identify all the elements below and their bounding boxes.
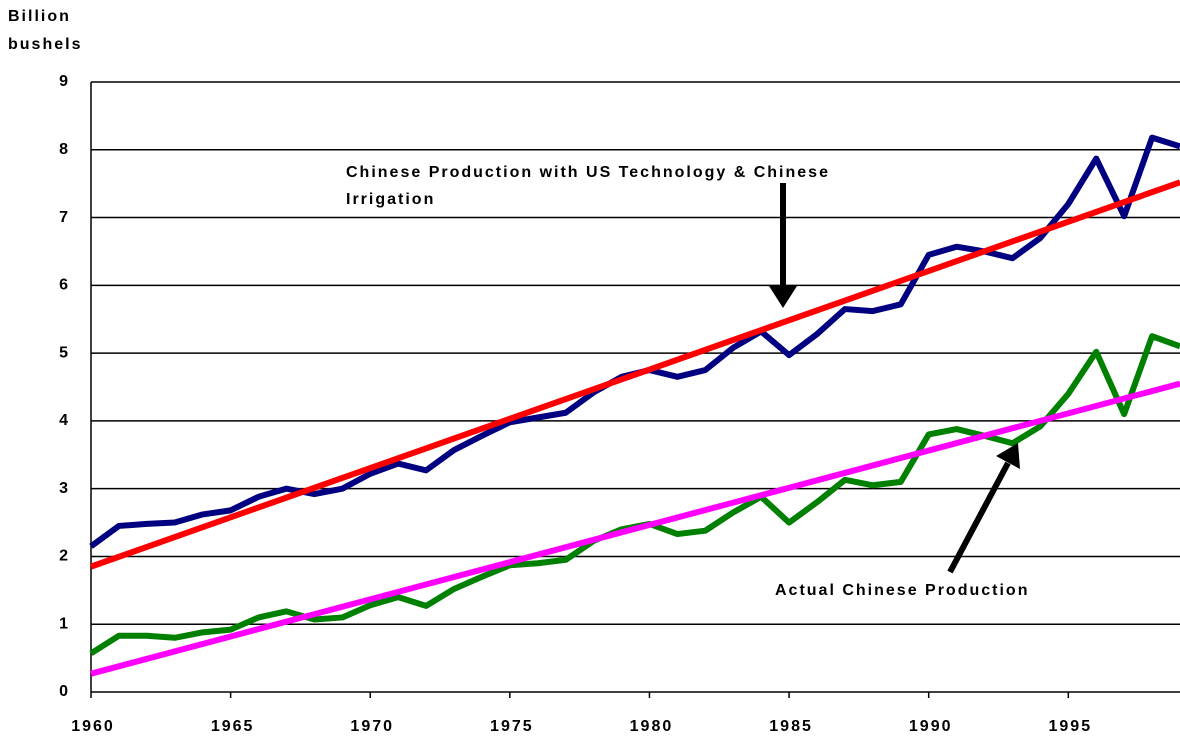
x-tick-label: 1970: [350, 718, 394, 735]
x-tick-label: 1985: [769, 718, 813, 735]
x-tick-label: 1980: [630, 718, 674, 735]
x-tick-label: 1990: [909, 718, 953, 735]
line: [90, 380, 1180, 677]
annotation: Chinese Production with US Technology & …: [346, 164, 830, 181]
x-tick-label: 1965: [211, 718, 255, 735]
annotation: Actual Chinese Production: [775, 582, 1029, 599]
y-tick-label: 3: [59, 480, 70, 497]
x-tick-label: 1995: [1049, 718, 1093, 735]
annotation: Irrigation: [346, 191, 435, 208]
y-tick-label: 5: [59, 344, 70, 361]
y-tick-label: 0: [59, 683, 70, 700]
arrow: [769, 183, 1020, 574]
y-tick-label: 7: [59, 209, 70, 226]
x-tick-label: 1975: [490, 718, 534, 735]
line: [90, 179, 1180, 570]
y-tick-label: 2: [59, 548, 70, 565]
y-tick-label: 4: [59, 412, 70, 429]
line: [89, 333, 1180, 656]
y-tick-label: 8: [59, 141, 70, 158]
y-axis-label: Billion: [8, 8, 71, 25]
line: [89, 134, 1180, 549]
y-tick-label: 6: [59, 277, 70, 294]
y-tick-label: 1: [59, 615, 70, 632]
y-axis-label: bushels: [8, 36, 82, 53]
x-tick-label: 1960: [71, 718, 115, 735]
y-tick-label: 9: [59, 73, 70, 90]
